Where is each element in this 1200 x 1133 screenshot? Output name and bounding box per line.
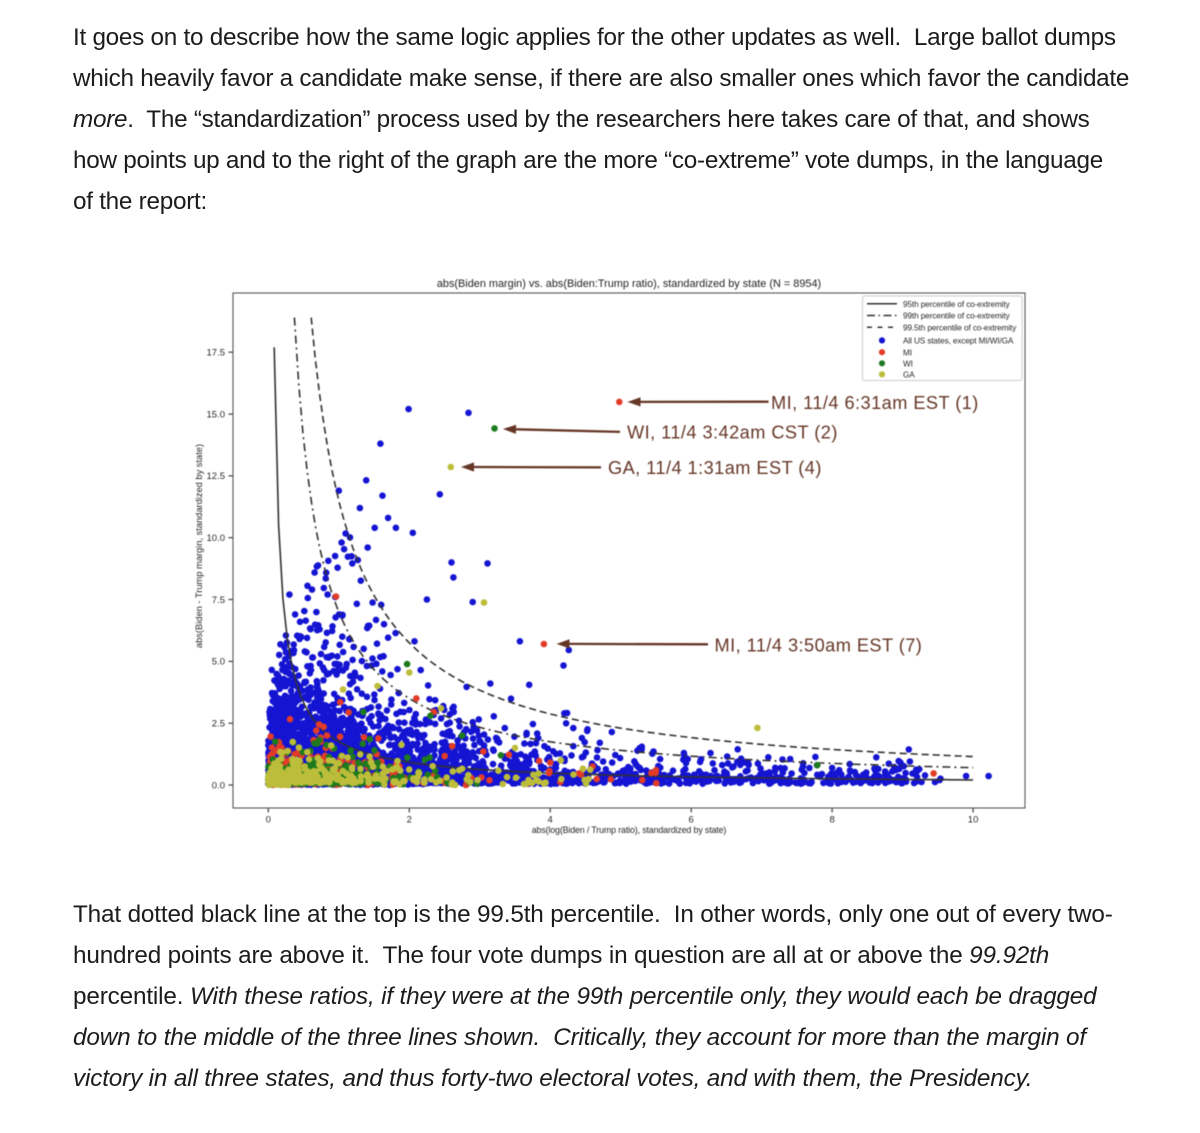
svg-text:6: 6 (689, 815, 694, 826)
svg-text:17.5: 17.5 (207, 348, 226, 359)
svg-text:abs(log(Biden / Trump ratio),: abs(log(Biden / Trump ratio), standardiz… (532, 825, 727, 835)
svg-text:2: 2 (407, 815, 412, 826)
svg-text:0: 0 (266, 815, 271, 826)
svg-text:2.5: 2.5 (212, 719, 225, 730)
svg-text:abs(Biden - Trump margin, stan: abs(Biden - Trump margin, standardized b… (194, 444, 204, 648)
svg-text:10: 10 (968, 815, 979, 826)
svg-text:10.0: 10.0 (207, 533, 226, 544)
svg-text:8: 8 (829, 815, 834, 826)
svg-text:abs(Biden margin) vs. abs(Bide: abs(Biden margin) vs. abs(Biden:Trump ra… (437, 278, 821, 290)
svg-text:0.0: 0.0 (212, 780, 225, 791)
svg-text:7.5: 7.5 (212, 595, 225, 606)
svg-text:15.0: 15.0 (207, 409, 226, 420)
svg-text:4: 4 (548, 815, 553, 826)
svg-text:12.5: 12.5 (207, 471, 226, 482)
svg-text:5.0: 5.0 (212, 657, 225, 668)
